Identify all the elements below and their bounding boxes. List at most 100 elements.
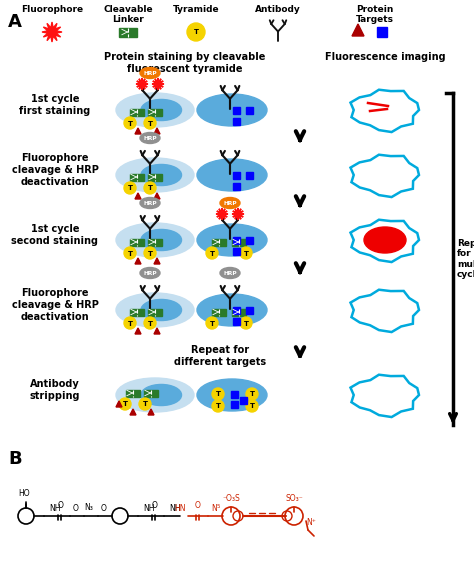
Polygon shape (116, 401, 122, 407)
Bar (234, 182, 240, 189)
Text: T: T (244, 321, 248, 326)
Text: O: O (101, 504, 107, 513)
Polygon shape (154, 193, 160, 199)
Text: Fluorescence imaging: Fluorescence imaging (325, 52, 445, 62)
Text: A: A (8, 13, 22, 31)
Polygon shape (136, 78, 148, 90)
Bar (234, 118, 240, 125)
Ellipse shape (140, 268, 160, 279)
Text: T: T (249, 403, 255, 409)
Bar (231, 401, 238, 408)
Text: T: T (249, 392, 255, 398)
Text: Fluorophore
cleavage & HRP
deactivation: Fluorophore cleavage & HRP deactivation (11, 289, 99, 322)
Circle shape (187, 23, 205, 41)
Ellipse shape (364, 227, 406, 253)
Ellipse shape (141, 384, 182, 406)
Text: 1st cycle
first staining: 1st cycle first staining (19, 94, 91, 116)
Text: O: O (152, 501, 158, 510)
Ellipse shape (197, 159, 267, 191)
Text: HRP: HRP (143, 201, 157, 206)
Polygon shape (352, 24, 364, 36)
Polygon shape (154, 258, 160, 264)
Text: T: T (147, 121, 153, 127)
Text: T: T (128, 321, 133, 326)
Text: HN: HN (174, 504, 186, 513)
Bar (130, 238, 144, 245)
Ellipse shape (197, 379, 267, 411)
Text: Antibody
stripping: Antibody stripping (30, 379, 80, 401)
Text: T: T (193, 30, 199, 36)
Text: 1st cycle
second staining: 1st cycle second staining (11, 224, 99, 246)
Bar (234, 107, 240, 114)
Bar (246, 107, 254, 114)
Polygon shape (135, 328, 141, 334)
Text: Antibody: Antibody (255, 5, 301, 14)
Text: T: T (216, 392, 220, 398)
Text: SO₃⁻: SO₃⁻ (285, 494, 303, 503)
Text: 5: 5 (217, 504, 220, 509)
Bar (234, 248, 240, 255)
Text: Protein
Targets: Protein Targets (356, 5, 394, 24)
Text: O: O (73, 504, 79, 513)
Text: Protein staining by cleavable
fluorescent tyramide: Protein staining by cleavable fluorescen… (104, 52, 266, 73)
Ellipse shape (116, 93, 194, 127)
Bar (130, 308, 144, 315)
Ellipse shape (116, 223, 194, 257)
Ellipse shape (116, 378, 194, 412)
Circle shape (144, 247, 156, 259)
Bar (212, 238, 226, 245)
Polygon shape (148, 409, 154, 415)
Bar (126, 389, 140, 396)
Bar (234, 318, 240, 325)
Circle shape (246, 400, 258, 412)
Bar (119, 27, 137, 37)
Ellipse shape (140, 198, 160, 209)
Bar (246, 237, 254, 244)
Bar (148, 108, 162, 115)
Bar (232, 308, 246, 315)
Polygon shape (232, 208, 244, 220)
Bar (130, 174, 144, 181)
Text: T: T (147, 321, 153, 326)
Text: T: T (143, 402, 147, 408)
Circle shape (246, 388, 258, 400)
Ellipse shape (141, 300, 182, 321)
Circle shape (240, 247, 252, 259)
Text: Cleavable
Linker: Cleavable Linker (103, 5, 153, 24)
Text: HRP: HRP (143, 271, 157, 276)
Text: T: T (128, 251, 133, 257)
Text: Fluorophore
cleavage & HRP
deactivation: Fluorophore cleavage & HRP deactivation (11, 153, 99, 187)
Text: Fluorophore: Fluorophore (21, 5, 83, 14)
Circle shape (144, 117, 156, 129)
Bar (130, 108, 144, 115)
Ellipse shape (116, 293, 194, 327)
Ellipse shape (197, 224, 267, 256)
Ellipse shape (116, 158, 194, 192)
Bar (234, 171, 240, 178)
Text: NH: NH (169, 504, 181, 513)
Text: Repeat for
different targets: Repeat for different targets (174, 345, 266, 367)
Polygon shape (152, 78, 164, 90)
Circle shape (144, 317, 156, 329)
Text: T: T (128, 185, 133, 191)
Ellipse shape (197, 94, 267, 126)
Text: HRP: HRP (143, 136, 157, 141)
Text: ⁻O₃S: ⁻O₃S (222, 494, 240, 503)
Bar (234, 307, 240, 314)
Bar (148, 238, 162, 245)
Text: N⁺: N⁺ (306, 518, 316, 527)
Text: HO: HO (18, 489, 29, 498)
Polygon shape (135, 128, 141, 134)
Bar (231, 391, 238, 398)
Circle shape (139, 398, 151, 410)
Text: T: T (147, 185, 153, 191)
Ellipse shape (197, 294, 267, 326)
Ellipse shape (220, 268, 240, 279)
Circle shape (206, 317, 218, 329)
Text: NH: NH (143, 504, 155, 513)
Text: T: T (147, 251, 153, 257)
Bar (148, 308, 162, 315)
Text: T: T (210, 321, 215, 326)
Text: Repeat
for
multiple
cycles: Repeat for multiple cycles (457, 239, 474, 279)
Circle shape (212, 388, 224, 400)
